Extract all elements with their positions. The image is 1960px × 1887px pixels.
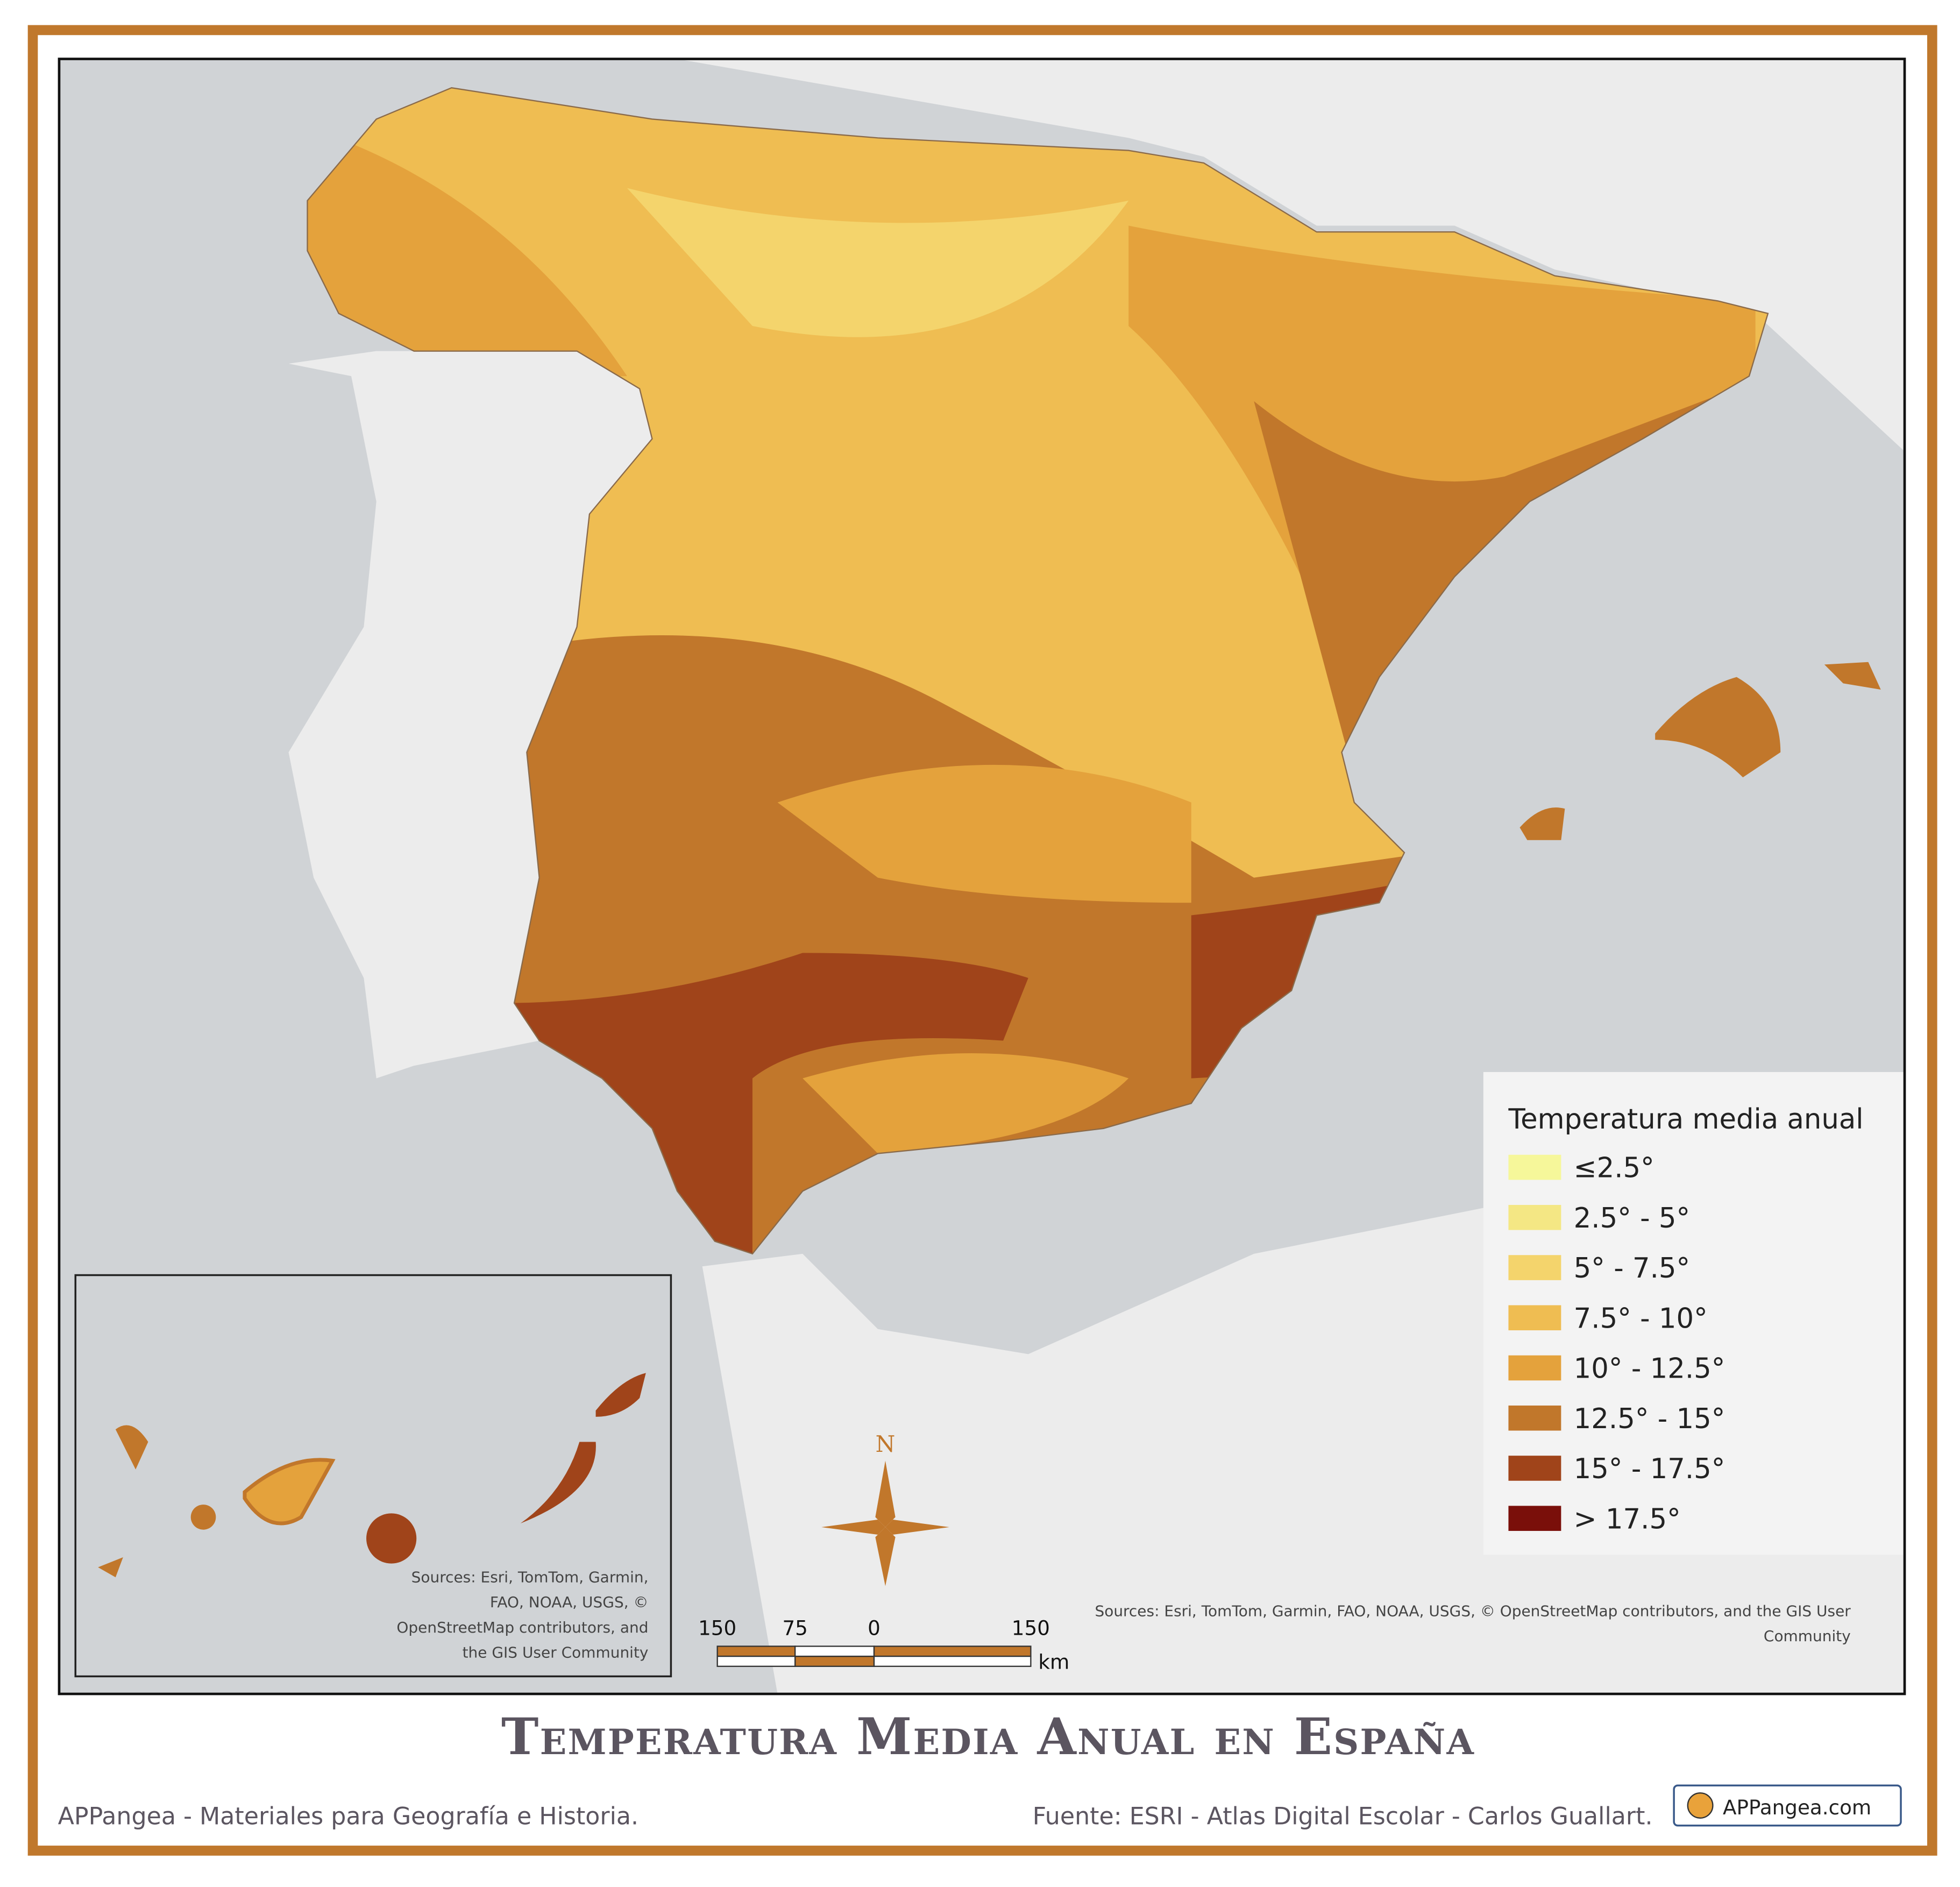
zone (803, 1053, 1129, 1154)
map-frame (58, 58, 1906, 1696)
badge-text[interactable]: APPangea.com (1723, 1796, 1871, 1819)
zone (777, 764, 1191, 903)
balearic-islands (1519, 662, 1881, 840)
scale-unit: km (1038, 1650, 1069, 1673)
france (677, 59, 1905, 452)
outer-frame (27, 25, 1937, 1856)
scale-segment (716, 1645, 796, 1657)
attribution-line: Community (1764, 1627, 1851, 1645)
arrow (875, 1460, 896, 1528)
scale-labels: 150 75 0 150 (698, 1616, 1050, 1640)
scale-segment (794, 1645, 875, 1657)
island (1824, 662, 1881, 690)
scale-label: 75 (782, 1616, 807, 1640)
legend-label: ≤2.5° (1574, 1152, 1654, 1184)
legend-label: 15° - 17.5° (1574, 1453, 1725, 1485)
legend-swatch (1508, 1204, 1561, 1230)
scale-label: 0 (868, 1616, 880, 1640)
footer-left: APPangea - Materiales para Geografía e H… (58, 1803, 638, 1830)
attribution: Sources: Esri, TomTom, Garmin, FAO, NOAA… (1095, 1602, 1851, 1645)
island (243, 1458, 336, 1526)
arrow (885, 1520, 949, 1535)
scale-label: 150 (698, 1616, 736, 1640)
island (98, 1557, 123, 1578)
attribution-line: the GIS User Community (463, 1643, 649, 1661)
legend-label: 12.5° - 15° (1574, 1403, 1725, 1435)
island (115, 1425, 148, 1470)
island (1519, 807, 1565, 840)
island (190, 1505, 216, 1530)
legend-title: Temperatura media anual (1508, 1103, 1863, 1136)
legend-swatch (1508, 1506, 1561, 1531)
island (595, 1373, 646, 1417)
zone (307, 125, 627, 377)
legend: ≤2.5° 2.5° - 5° 5° - 7.5° 7.5° - 10° 10° - 1… (1508, 1152, 1725, 1535)
north-label: N (876, 1431, 896, 1457)
scale-label: 150 (1012, 1616, 1050, 1640)
attribution-line: Sources: Esri, TomTom, Garmin, (411, 1569, 649, 1586)
legend-swatch (1508, 1405, 1561, 1431)
attribution-line: OpenStreetMap contributors, and (396, 1619, 648, 1636)
legend-swatch (1508, 1305, 1561, 1331)
scale-segment (873, 1645, 1032, 1657)
map: Temperatura media anual ≤2.5° 2.5° - 5° 5°… (58, 58, 1906, 1696)
spain-outline (307, 87, 1769, 1255)
badge-logo (1687, 1792, 1714, 1819)
legend-swatch (1508, 1154, 1561, 1180)
arrow (821, 1520, 886, 1535)
footer-right: Fuente: ESRI - Atlas Digital Escolar - C… (1033, 1803, 1653, 1830)
scale-bar: 150 75 0 150 km (698, 1616, 1069, 1673)
legend-label: > 17.5° (1574, 1503, 1681, 1535)
scale-segment (873, 1655, 1032, 1667)
zone (627, 188, 1129, 337)
island (1655, 677, 1781, 778)
portugal (288, 351, 652, 1079)
inset-attribution: Sources: Esri, TomTom, Garmin, FAO, NOAA,… (396, 1569, 648, 1662)
arrow (875, 1527, 896, 1586)
legend-label: 2.5° - 5° (1574, 1202, 1691, 1235)
scale-segment (716, 1655, 796, 1667)
legend-swatch (1508, 1255, 1561, 1280)
island (520, 1442, 596, 1524)
title: Temperatura Media Anual en España (501, 1707, 1475, 1766)
legend-label: 7.5° - 10° (1574, 1302, 1708, 1335)
canary-islands (98, 1373, 646, 1578)
legend-swatch (1508, 1355, 1561, 1381)
badge[interactable] (1673, 1784, 1902, 1827)
legend-swatch (1508, 1456, 1561, 1481)
scale-segment (794, 1655, 875, 1667)
legend-label: 10° - 12.5° (1574, 1353, 1725, 1385)
attribution-line: Sources: Esri, TomTom, Garmin, FAO, NOAA… (1095, 1602, 1851, 1620)
legend-label: 5° - 7.5° (1574, 1252, 1691, 1285)
north-arrow: N (821, 1431, 949, 1586)
attribution-line: FAO, NOAA, USGS, © (490, 1593, 649, 1611)
island (366, 1513, 417, 1564)
